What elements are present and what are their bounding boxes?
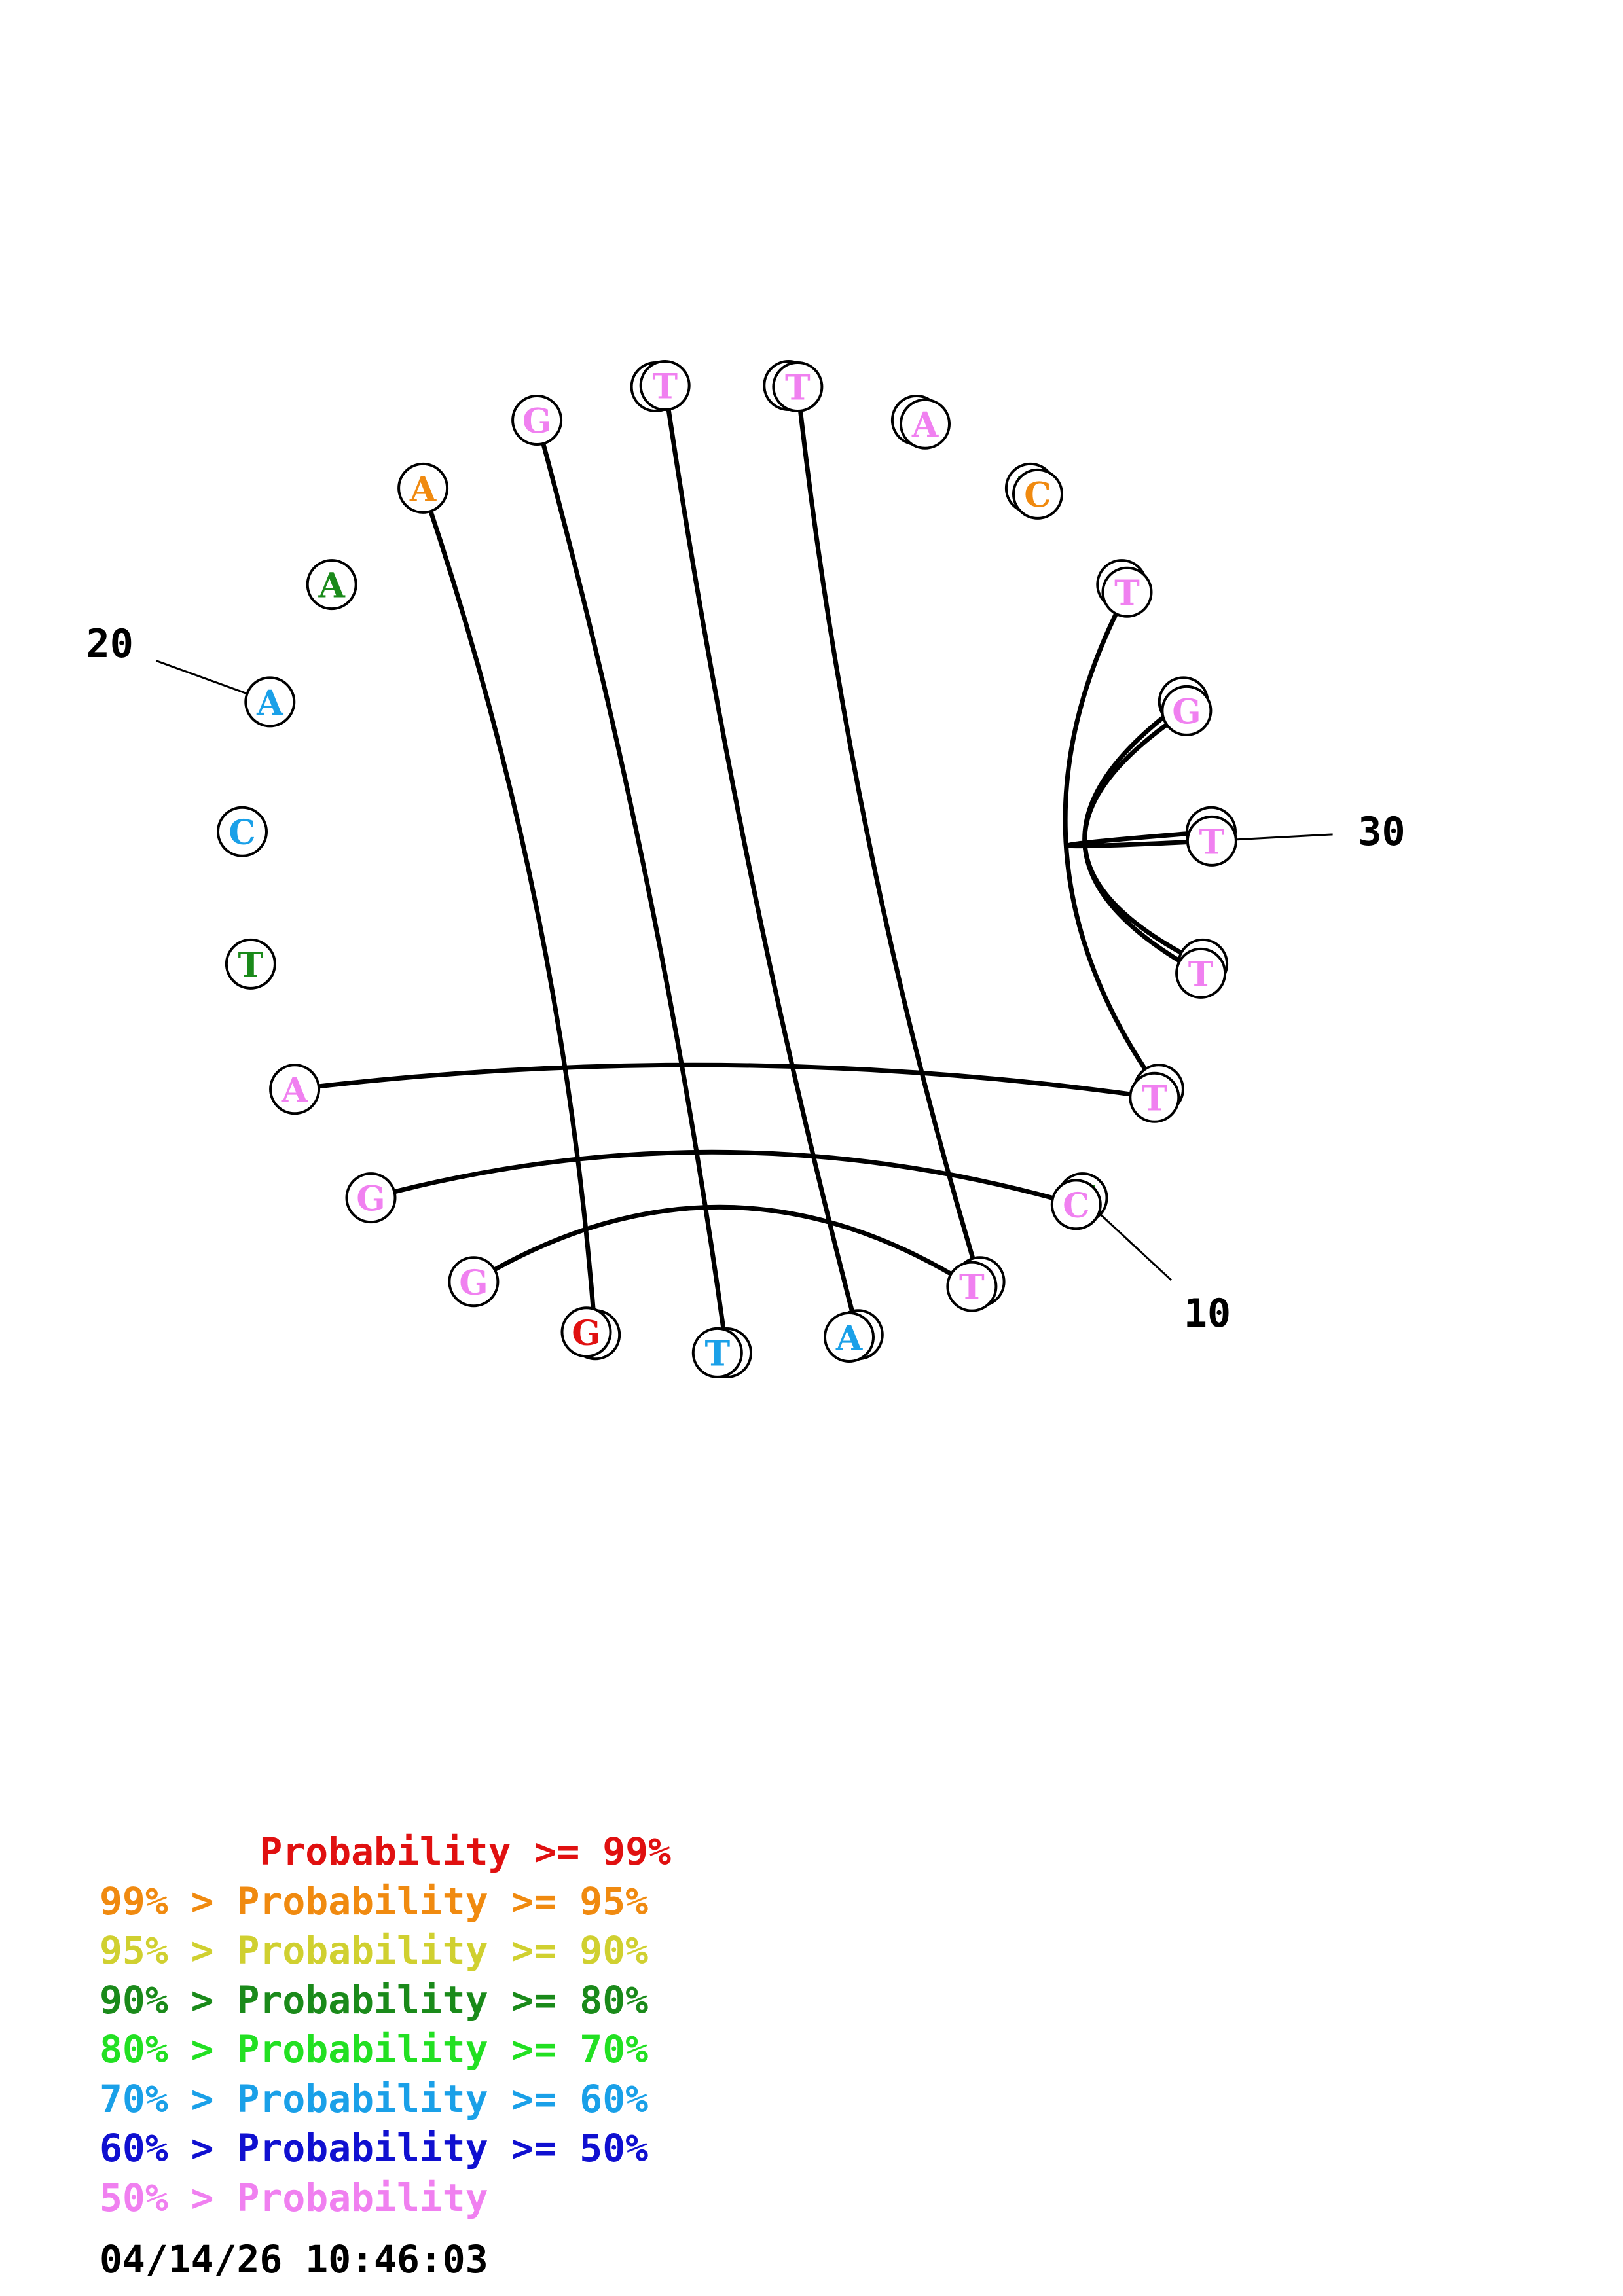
position-tick [1099,1213,1173,1282]
nucleotide: G [511,395,563,446]
legend-entry: 95% > Probability >= 90% [100,1928,649,1973]
nucleotide-letter: G [1172,692,1201,732]
nucleotide-letter: T [1114,573,1140,613]
nucleotide-letter: G [572,1314,600,1354]
nucleotide: A [306,559,357,611]
nucleotide: T [1186,815,1237,867]
base-pair-arc [663,385,861,1336]
nucleotide-circle [1101,566,1153,618]
base-pair-arcs [294,385,1213,1354]
legend-entry: Probability >= 99% [100,1829,671,1874]
nucleotide-letter: C [1063,1186,1089,1226]
nucleotide-letter: T [238,945,264,985]
position-label: 10 [1184,1291,1231,1336]
nucleotide-letter: T [1199,822,1225,862]
nucleotide: T [1101,566,1153,618]
nucleotide-letter: T [785,368,811,408]
nucleotide: G [448,1256,500,1308]
nucleotide-letter: A [911,405,939,445]
nucleotide-circle [306,559,357,611]
nucleotide-letter: A [318,566,346,606]
nucleotide: A [824,1312,875,1363]
nucleotide-circle [1161,685,1213,736]
nucleotide-circle [244,676,296,728]
nucleotide-circle [1012,468,1063,520]
nucleotide-letter: G [356,1179,385,1219]
nucleotide-circle [217,806,268,857]
position-ticks: 10 20 30 [86,621,1406,1336]
nucleotide: A [244,676,296,728]
base-pair-arc [294,1062,1155,1100]
nucleotide: T [946,1261,998,1312]
nucleotide-circle [946,1261,998,1312]
nucleotide-circle [691,1327,743,1378]
base-pair-arc [420,487,598,1335]
nucleotide: A [397,462,449,514]
legend-entry: 99% > Probability >= 95% [100,1878,649,1924]
nucleotide: C [1050,1179,1102,1230]
nucleotide-circle [1050,1179,1102,1230]
nucleotide-letter: C [1024,475,1051,515]
nucleotide: A [269,1064,321,1115]
nucleotide-letter: G [522,402,551,442]
nucleotide-circle [1186,815,1237,867]
nucleotide-circle [269,1064,321,1115]
nucleotide-circle [560,1306,612,1358]
base-pair-arc [1063,591,1161,1091]
nucleotide-letter: T [1188,954,1214,994]
legend-entry: 90% > Probability >= 80% [100,1977,649,2022]
position-label: 30 [1358,809,1405,855]
base-pair-arc [795,386,982,1283]
nucleotide-letter: T [704,1334,730,1374]
timestamp: 04/14/26 10:46:03 [100,2237,488,2282]
nucleotide-circle [639,360,691,411]
nucleotide-circle [900,398,951,450]
nucleotide-circle [225,938,276,990]
nucleotide-circle [397,462,449,514]
nucleotide: T [639,360,691,411]
legend-entry: 80% > Probability >= 70% [100,2027,649,2072]
nucleotide: T [772,361,824,412]
nucleotide-letter: T [1142,1079,1167,1119]
nucleotide-circle [772,361,824,412]
nucleotide: G [1161,685,1213,736]
legend-entry: 60% > Probability >= 50% [100,2126,649,2170]
nucleotide-letter: A [409,469,437,509]
nucleotide-letter: A [281,1071,308,1111]
base-pair-arc [1082,708,1204,967]
position-tick [1235,833,1333,841]
nucleotide-letter: C [228,813,255,853]
position-tick [155,660,249,695]
nucleotide: T [691,1327,743,1378]
nucleotide: A [900,398,951,450]
nucleotide-circle [511,395,563,446]
nucleotide: G [560,1306,612,1358]
nucleotide: G [345,1172,397,1224]
legend-entry: 70% > Probability >= 60% [100,2076,649,2121]
nucleotide: C [1012,468,1063,520]
nucleotide-circle [824,1312,875,1363]
nucleotide-circle [1175,947,1227,999]
base-pair-arc [534,420,729,1354]
nucleotide-ring: GGATGAATATTGATGGATCAAAGTTACTGTTTCTATG [217,360,1237,1378]
base-pair-arc [370,1149,1077,1207]
nucleotide-circle [345,1172,397,1224]
nucleotide: T [225,938,276,990]
position-label: 20 [86,621,134,667]
nucleotide: T [1129,1071,1180,1123]
nucleotide-circle [448,1256,500,1308]
nucleotide-letter: G [459,1263,488,1303]
nucleotide-letter: A [256,683,283,723]
nucleotide-letter: T [959,1268,985,1308]
nucleotide: T [1175,947,1227,999]
base-pair-arc [1067,829,1213,849]
nucleotide-letter: T [652,367,678,407]
nucleotide: C [217,806,268,857]
nucleotide-circle [1129,1071,1180,1123]
nucleotide-letter: A [835,1319,863,1359]
base-pair-arc [472,1204,974,1289]
legend-entry: 50% > Probability [100,2175,488,2220]
